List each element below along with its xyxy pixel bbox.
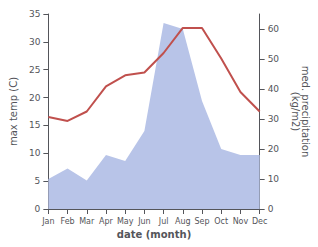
svg-text:40: 40 — [268, 84, 280, 94]
svg-text:May: May — [117, 217, 134, 226]
svg-text:Feb: Feb — [60, 217, 74, 226]
svg-text:20: 20 — [29, 93, 41, 103]
svg-text:25: 25 — [29, 65, 40, 75]
svg-text:Oct: Oct — [214, 217, 228, 226]
svg-text:60: 60 — [268, 24, 280, 34]
svg-text:35: 35 — [29, 9, 40, 19]
svg-text:Apr: Apr — [99, 217, 114, 226]
svg-text:Jun: Jun — [137, 217, 151, 226]
svg-text:Aug: Aug — [175, 217, 191, 226]
svg-text:10: 10 — [268, 174, 280, 184]
svg-text:med. precipitation: med. precipitation — [299, 65, 311, 158]
svg-text:10: 10 — [29, 148, 41, 158]
svg-text:30: 30 — [29, 37, 41, 47]
svg-text:Nov: Nov — [233, 217, 249, 226]
svg-text:Jul: Jul — [158, 217, 169, 226]
svg-text:0: 0 — [268, 204, 274, 214]
svg-text:5: 5 — [35, 176, 41, 186]
svg-text:30: 30 — [268, 114, 280, 124]
svg-text:Mar: Mar — [79, 217, 95, 226]
svg-text:(kg/m2): (kg/m2) — [290, 92, 301, 132]
svg-text:50: 50 — [268, 54, 280, 64]
svg-text:max temp (C): max temp (C) — [8, 77, 19, 146]
svg-text:0: 0 — [35, 204, 41, 214]
svg-text:Jan: Jan — [41, 217, 54, 226]
svg-text:Sep: Sep — [194, 217, 209, 226]
svg-text:Dec: Dec — [252, 217, 267, 226]
svg-text:date (month): date (month) — [117, 229, 191, 240]
svg-text:20: 20 — [268, 144, 280, 154]
svg-text:15: 15 — [29, 120, 40, 130]
